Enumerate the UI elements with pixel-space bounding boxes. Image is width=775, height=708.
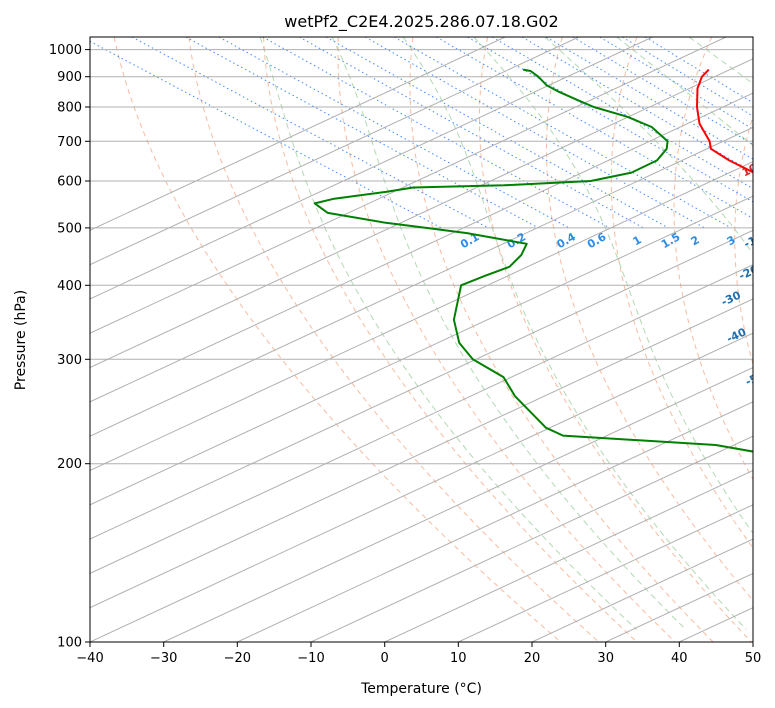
- isotherm-line: [90, 37, 580, 266]
- isotherm-line: [90, 264, 753, 574]
- x-tick-label: 50: [745, 651, 762, 666]
- dry-adiabat: [610, 37, 753, 549]
- dewpoint-trace: [313, 68, 753, 453]
- moist-adiabats: [259, 37, 753, 630]
- x-tick-label: −30: [150, 651, 177, 666]
- mixing-ratio-line: [492, 37, 753, 190]
- mixing-ratio-line: [546, 37, 753, 160]
- isotherm-line: [384, 469, 753, 642]
- dry-adiabat: [734, 114, 753, 366]
- mixing-ratio-line: [393, 37, 732, 229]
- mixing-ratio-line: [90, 40, 442, 229]
- dry-adiabat: [409, 37, 714, 642]
- moist-adiabat: [688, 37, 753, 85]
- temperature-trace: [696, 68, 753, 174]
- mixing-ratio-line: [131, 37, 489, 229]
- mixing-ratio-lines: [90, 37, 753, 229]
- dry-adiabat: [337, 37, 676, 642]
- moist-adiabat: [402, 37, 747, 630]
- isotherm-line: [531, 538, 753, 642]
- isotherm-line: [90, 58, 753, 369]
- isotherm-label: -10: [742, 230, 766, 250]
- mixing-ratio-line: [521, 37, 753, 174]
- isotherm-line: [90, 92, 753, 403]
- chart-title: wetPf2_C2E4.2025.286.07.18.G02: [284, 12, 558, 32]
- isotherm-line: [90, 298, 753, 609]
- y-axis-label: Pressure (hPa): [13, 290, 29, 390]
- x-tick-label: −40: [76, 651, 103, 666]
- isotherm-line: [90, 37, 506, 231]
- dry-adiabats: [113, 37, 753, 642]
- y-tick-label: 200: [57, 457, 82, 472]
- y-tick-label: 600: [57, 175, 82, 190]
- plot-background: [90, 37, 753, 642]
- x-tick-label: 40: [671, 651, 688, 666]
- y-tick-label: 800: [57, 101, 82, 116]
- isotherm-label: 10: [740, 161, 760, 179]
- y-tick-label: 1000: [49, 43, 82, 58]
- y-tick-label: 400: [57, 279, 82, 294]
- isotherm-line: [90, 126, 753, 437]
- isotherm-line: [310, 435, 753, 642]
- y-tick-label: 300: [57, 353, 82, 368]
- isotherms: [90, 37, 753, 642]
- x-tick-label: 20: [524, 651, 541, 666]
- mixing-ratio-line: [325, 37, 669, 229]
- mixing-ratio-line: [622, 37, 753, 117]
- y-tick-label: 500: [57, 221, 82, 236]
- y-tick-label: 900: [57, 70, 82, 85]
- y-tick-label: 700: [57, 135, 82, 150]
- mixing-ratio-line: [572, 37, 753, 145]
- y-tick-label: 100: [57, 636, 82, 651]
- isotherm-line: [90, 161, 753, 472]
- dry-adiabat: [673, 37, 753, 481]
- sounding-traces: [313, 68, 753, 453]
- isotherm-line: [90, 37, 727, 334]
- isotherm-line: [237, 401, 753, 642]
- dry-adiabat: [188, 37, 600, 642]
- dry-adiabat: [479, 37, 752, 642]
- mixing-ratio-line: [218, 37, 570, 229]
- mixing-ratio-line: [365, 37, 705, 229]
- moist-adiabat: [259, 37, 637, 630]
- x-tick-label: −10: [297, 651, 324, 666]
- x-tick-label: 10: [450, 651, 467, 666]
- mixing-ratio-label: 4: [751, 233, 764, 248]
- pressure-gridlines: [90, 49, 753, 642]
- moist-adiabat: [544, 37, 753, 255]
- plot-area: -100-90-80-70-60-50-40-30-20-10010203040…: [90, 37, 767, 642]
- dry-adiabat: [263, 37, 638, 642]
- x-axis-ticks: −40 −30 −20 −10 0 10 20 30 40 50: [76, 642, 761, 666]
- x-tick-label: −20: [224, 651, 251, 666]
- isotherm-label: -50: [743, 368, 767, 388]
- isotherm-line: [90, 229, 753, 540]
- x-axis-label: Temperature (°C): [360, 681, 482, 697]
- y-axis-ticks: 100 200 300 400 500 600 700 800 900 1000: [49, 43, 90, 651]
- x-tick-label: 30: [597, 651, 614, 666]
- isotherm-line: [90, 37, 653, 300]
- isotherm-line: [458, 504, 753, 642]
- isotherm-line: [90, 195, 753, 506]
- moist-adiabat: [473, 37, 753, 535]
- isotherm-line: [90, 332, 753, 642]
- plot-frame: [89, 36, 754, 643]
- x-tick-label: 0: [381, 651, 389, 666]
- isotherm-line: [163, 367, 753, 642]
- mixing-ratio-line: [599, 37, 753, 130]
